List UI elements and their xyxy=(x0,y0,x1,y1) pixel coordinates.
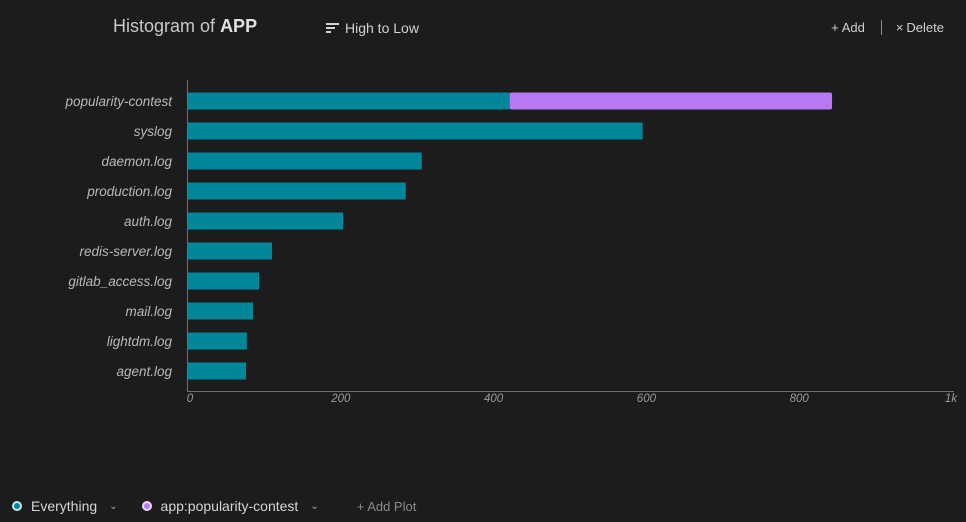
bar-everything[interactable] xyxy=(188,302,253,320)
sort-lines-icon xyxy=(326,23,339,33)
bar-everything[interactable] xyxy=(188,152,422,170)
add-label: Add xyxy=(841,20,865,35)
chevron-down-icon: ⌄ xyxy=(310,500,319,512)
bar-popularity-contest[interactable] xyxy=(509,92,833,110)
bar-everything[interactable] xyxy=(188,182,406,200)
delete-button[interactable]: × Delete xyxy=(896,20,944,35)
title-field: APP xyxy=(220,16,258,36)
bar-everything[interactable] xyxy=(188,272,260,290)
add-plot-button[interactable]: + Add Plot xyxy=(356,498,417,514)
popularity-dot-icon xyxy=(141,501,152,511)
bar-everything[interactable] xyxy=(188,122,643,140)
bar-everything[interactable] xyxy=(188,362,247,380)
delete-label: Delete xyxy=(906,20,944,35)
sort-label: High to Low xyxy=(345,20,419,36)
bar-everything[interactable] xyxy=(188,332,247,350)
histogram-chart: popularity-contest syslog daemon.log produc… xyxy=(64,80,958,405)
plot-popularity-contest[interactable]: app:popularity-contest ⌄ xyxy=(141,498,319,514)
plus-icon: + xyxy=(831,20,839,35)
plot-everything-label: Everything xyxy=(31,498,98,514)
category-label: gitlab_access.log xyxy=(68,274,172,289)
x-tick-label: 0 xyxy=(187,393,194,405)
x-tick-label: 200 xyxy=(330,393,351,405)
x-tick-label: 400 xyxy=(484,393,504,405)
plot-legend: Everything ⌄ app:popularity-contest ⌄ + … xyxy=(12,498,416,514)
plot-everything[interactable]: Everything ⌄ xyxy=(12,498,118,514)
category-label: lightdm.log xyxy=(107,334,173,349)
category-label: mail.log xyxy=(125,304,172,319)
add-button[interactable]: + Add xyxy=(831,20,865,35)
chart-title: Histogram of APP xyxy=(113,16,257,37)
category-label: popularity-contest xyxy=(64,94,173,109)
category-label: redis-server.log xyxy=(79,244,172,259)
x-tick-label: 1k xyxy=(945,393,958,405)
everything-dot-icon xyxy=(12,501,22,511)
category-label: production.log xyxy=(86,184,172,199)
category-label: syslog xyxy=(134,124,173,139)
header-actions: + Add × Delete xyxy=(831,20,944,35)
category-label: auth.log xyxy=(124,214,173,229)
sort-toggle[interactable]: High to Low xyxy=(326,20,419,36)
title-prefix: Histogram of xyxy=(113,16,216,36)
plot-popularity-label: app:popularity-contest xyxy=(160,498,299,514)
bar-everything[interactable] xyxy=(188,212,344,230)
actions-divider xyxy=(880,20,882,35)
x-tick-label: 800 xyxy=(790,393,810,405)
bar-everything[interactable] xyxy=(188,92,510,110)
close-icon: × xyxy=(895,20,904,35)
category-label: daemon.log xyxy=(101,154,172,169)
bar-everything[interactable] xyxy=(188,242,273,260)
chevron-down-icon: ⌄ xyxy=(109,500,118,512)
x-tick-label: 600 xyxy=(637,393,657,405)
category-label: agent.log xyxy=(116,364,172,379)
